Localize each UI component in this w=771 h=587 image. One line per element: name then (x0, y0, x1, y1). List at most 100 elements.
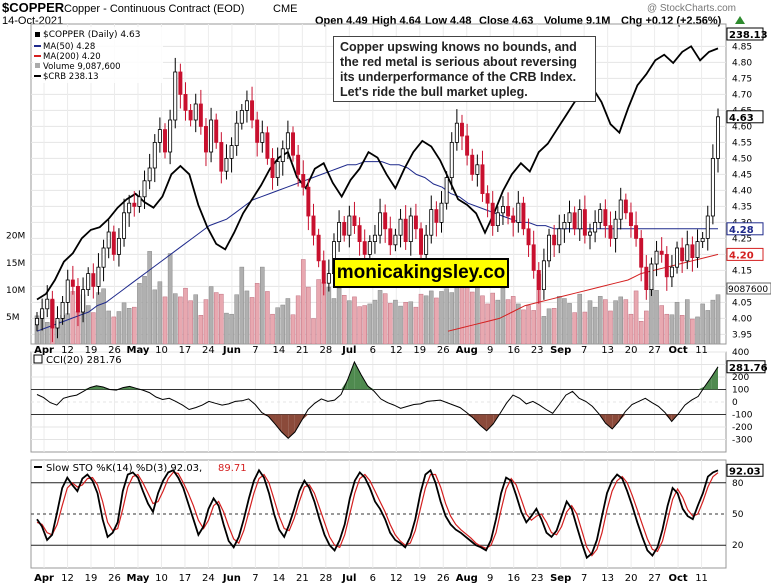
volume-bar (275, 307, 280, 344)
time-tick-label: 26 (437, 345, 450, 356)
candle-body (547, 234, 552, 262)
candle-body (618, 199, 623, 220)
volume-bar (628, 313, 634, 344)
time-tick-label: 19 (85, 345, 98, 356)
cci-negative-fill (473, 414, 480, 426)
candle-body (408, 215, 413, 243)
candle-body (388, 228, 393, 246)
cci-negative-fill (294, 414, 302, 432)
volume-bar (300, 259, 306, 344)
volume-bar (587, 300, 593, 344)
low-value: Low 4.48 (425, 15, 471, 27)
time-tick-label: 23 (531, 345, 544, 356)
candle-body (163, 129, 167, 153)
candle-body (705, 215, 710, 239)
candle-body (444, 177, 449, 204)
candle-body (86, 273, 91, 291)
candle-body (198, 103, 203, 127)
time-tick-label: 16 (507, 345, 520, 356)
candle-body (75, 285, 80, 313)
sto-tick-label: 80 (732, 479, 744, 489)
time-tick-label: 19 (85, 573, 98, 584)
time-tick-label: 9 (487, 573, 493, 584)
volume-bar (700, 303, 705, 344)
candle-body (383, 212, 388, 230)
open-value: Open 4.49 (315, 15, 368, 27)
candle-body (65, 279, 70, 303)
time-tick-label: 14 (273, 345, 286, 356)
cci-positive-fill (347, 362, 355, 390)
candle-body (255, 119, 260, 143)
time-tick-label: 9 (487, 345, 493, 356)
volume-bar (546, 308, 552, 344)
volume-bar (260, 266, 265, 344)
volume-bar (490, 292, 495, 344)
volume-bar (592, 306, 598, 344)
time-tick-label: 7 (252, 573, 258, 584)
volume-value: Volume 9.1M (544, 15, 610, 27)
candle-body (244, 100, 249, 111)
volume-bar (618, 296, 623, 344)
time-tick-label: Jul (341, 345, 356, 356)
candle-body (291, 132, 295, 156)
candle-body (173, 71, 178, 121)
close-value: Close 4.63 (479, 15, 533, 27)
time-tick-label: 6 (370, 345, 376, 356)
candle-body (101, 247, 106, 268)
legend-ma50: MA(50) 4.28 (43, 42, 95, 52)
stochastic-indicator (36, 468, 719, 560)
candle-body (634, 225, 639, 239)
candle-body (516, 202, 521, 223)
candle-body (127, 202, 132, 214)
price-tick-label: 4.40 (732, 186, 752, 196)
annotation-box: Copper upswing knows no bounds, and the … (333, 36, 596, 102)
candle-body (342, 221, 347, 236)
volume-bar (96, 292, 101, 344)
candle-body (157, 129, 162, 143)
sto-tick-label: 20 (732, 541, 744, 551)
volume-bar (137, 283, 142, 344)
candle-body (419, 228, 423, 255)
volume-bar (178, 296, 183, 344)
volume-bar (485, 303, 490, 344)
time-tick-label: Oct (668, 573, 687, 584)
time-tick-label: Jun (222, 345, 241, 356)
candle-body (285, 132, 290, 150)
volume-bar (654, 290, 659, 344)
value-tags: 238.13 4.63 4.28 4.20 9087600 281.76 92.03 (726, 27, 771, 477)
crb-last-tag: 238.13 (729, 30, 768, 41)
candle-legend-icon (35, 32, 40, 37)
cci-tick-label: -200 (732, 423, 753, 433)
candle-body (434, 209, 439, 223)
candle-body (152, 141, 157, 169)
volume-bar (326, 286, 332, 344)
volume-bar (234, 294, 239, 344)
candle-body (439, 202, 444, 223)
candle-body (695, 241, 700, 259)
candle-body (567, 212, 572, 223)
price-tick-label: 4.80 (732, 58, 752, 68)
candle-body (239, 110, 244, 124)
volume-bar (188, 300, 193, 344)
volume-bar (444, 288, 449, 344)
exchange-label: CME (273, 3, 297, 15)
volume-bar (715, 294, 721, 344)
candle-body (557, 228, 562, 246)
time-tick-label: 20 (625, 345, 638, 356)
cci-tick-label: 200 (732, 373, 749, 383)
volume-bar (649, 289, 654, 344)
candle-body (460, 122, 464, 137)
volume-bar (44, 322, 50, 344)
candle-body (296, 154, 301, 175)
candle-body (562, 221, 567, 230)
time-tick-label: 7 (252, 345, 258, 356)
candle-body (577, 209, 582, 230)
candle-body (234, 122, 239, 146)
volume-bar (710, 299, 716, 344)
watermark: @ StockCharts.com (647, 3, 736, 14)
volume-bar (582, 311, 588, 344)
cci-negative-fill (281, 414, 289, 439)
sto-k-line (36, 468, 719, 560)
cci-indicator (36, 360, 719, 439)
volume-bar (203, 299, 209, 344)
